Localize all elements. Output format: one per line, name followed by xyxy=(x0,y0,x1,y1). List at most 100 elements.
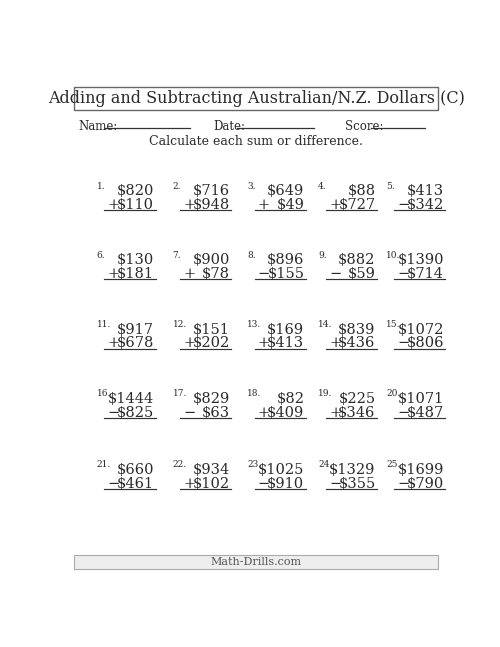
Text: $225: $225 xyxy=(338,392,376,406)
Text: 3.: 3. xyxy=(247,182,256,191)
Text: $727: $727 xyxy=(338,198,376,212)
Text: +: + xyxy=(184,198,196,212)
Text: 11.: 11. xyxy=(96,320,111,329)
Text: Math-Drills.com: Math-Drills.com xyxy=(210,557,302,567)
Text: $461: $461 xyxy=(117,476,154,490)
Text: 17.: 17. xyxy=(172,389,187,399)
Text: $1390: $1390 xyxy=(398,253,444,267)
Text: +: + xyxy=(329,406,341,420)
Text: 23.: 23. xyxy=(247,460,261,469)
Text: +: + xyxy=(184,336,196,351)
Text: 22.: 22. xyxy=(172,460,186,469)
Text: $1444: $1444 xyxy=(108,392,154,406)
Text: $88: $88 xyxy=(348,184,376,198)
Bar xyxy=(74,87,438,110)
Text: $181: $181 xyxy=(117,267,154,281)
Text: 21.: 21. xyxy=(96,460,111,469)
Text: $169: $169 xyxy=(267,322,304,336)
Text: $1699: $1699 xyxy=(398,463,444,477)
Text: −: − xyxy=(258,476,270,490)
Text: $660: $660 xyxy=(116,463,154,477)
Text: +: + xyxy=(258,406,270,420)
Text: $649: $649 xyxy=(267,184,304,198)
Text: −: − xyxy=(329,267,342,281)
Text: $59: $59 xyxy=(348,267,376,281)
Text: $155: $155 xyxy=(268,267,304,281)
Text: 18.: 18. xyxy=(247,389,262,399)
Text: $355: $355 xyxy=(338,476,376,490)
Text: $896: $896 xyxy=(267,253,304,267)
Text: $882: $882 xyxy=(338,253,376,267)
Text: 20.: 20. xyxy=(386,389,400,399)
Text: $63: $63 xyxy=(202,406,230,420)
Text: $839: $839 xyxy=(338,322,376,336)
Text: $1072: $1072 xyxy=(398,322,444,336)
Text: +: + xyxy=(329,198,341,212)
Text: $346: $346 xyxy=(338,406,376,420)
Text: $829: $829 xyxy=(192,392,230,406)
Text: −: − xyxy=(398,267,409,281)
Text: +: + xyxy=(108,336,120,351)
Text: $342: $342 xyxy=(406,198,444,212)
Text: $82: $82 xyxy=(276,392,304,406)
Text: $130: $130 xyxy=(116,253,154,267)
Text: 7.: 7. xyxy=(172,251,181,260)
Text: Calculate each sum or difference.: Calculate each sum or difference. xyxy=(150,135,363,148)
Text: $413: $413 xyxy=(267,336,304,351)
Text: −: − xyxy=(398,336,409,351)
Text: $413: $413 xyxy=(406,184,444,198)
Text: $820: $820 xyxy=(116,184,154,198)
Text: $110: $110 xyxy=(117,198,154,212)
Text: $714: $714 xyxy=(407,267,444,281)
Text: 19.: 19. xyxy=(318,389,332,399)
Text: Date:: Date: xyxy=(214,120,246,133)
Text: 2.: 2. xyxy=(172,182,181,191)
Text: +: + xyxy=(184,267,196,281)
Text: 15.: 15. xyxy=(386,320,401,329)
Text: $78: $78 xyxy=(202,267,230,281)
Text: −: − xyxy=(108,476,120,490)
Text: 8.: 8. xyxy=(247,251,256,260)
Text: 12.: 12. xyxy=(172,320,187,329)
Text: $1071: $1071 xyxy=(398,392,444,406)
Bar xyxy=(74,555,438,569)
Text: −: − xyxy=(398,406,409,420)
Text: −: − xyxy=(108,406,120,420)
Text: $487: $487 xyxy=(406,406,444,420)
Text: $934: $934 xyxy=(192,463,230,477)
Text: Name:: Name: xyxy=(78,120,118,133)
Text: $917: $917 xyxy=(117,322,154,336)
Text: 14.: 14. xyxy=(318,320,332,329)
Text: $790: $790 xyxy=(406,476,444,490)
Text: +: + xyxy=(258,198,270,212)
Text: 16.: 16. xyxy=(96,389,111,399)
Text: 1.: 1. xyxy=(96,182,105,191)
Text: $102: $102 xyxy=(193,476,230,490)
Text: $678: $678 xyxy=(116,336,154,351)
Text: −: − xyxy=(329,476,342,490)
Text: $409: $409 xyxy=(267,406,304,420)
Text: $716: $716 xyxy=(193,184,230,198)
Text: $49: $49 xyxy=(276,198,304,212)
Text: −: − xyxy=(258,267,270,281)
Text: +: + xyxy=(329,336,341,351)
Text: +: + xyxy=(108,198,120,212)
Text: $202: $202 xyxy=(192,336,230,351)
Text: $806: $806 xyxy=(406,336,444,351)
Text: 24.: 24. xyxy=(318,460,332,469)
Text: $948: $948 xyxy=(192,198,230,212)
Text: 10.: 10. xyxy=(386,251,401,260)
Text: +: + xyxy=(258,336,270,351)
Text: 25.: 25. xyxy=(386,460,401,469)
Text: −: − xyxy=(184,406,196,420)
Text: 5.: 5. xyxy=(386,182,395,191)
Text: 4.: 4. xyxy=(318,182,327,191)
Text: Score:: Score: xyxy=(346,120,384,133)
Text: −: − xyxy=(398,476,409,490)
Text: 6.: 6. xyxy=(96,251,105,260)
Text: $900: $900 xyxy=(192,253,230,267)
Text: $1025: $1025 xyxy=(258,463,304,477)
Text: $151: $151 xyxy=(193,322,230,336)
Text: Adding and Subtracting Australian/N.Z. Dollars (C): Adding and Subtracting Australian/N.Z. D… xyxy=(48,90,465,107)
Text: +: + xyxy=(108,267,120,281)
